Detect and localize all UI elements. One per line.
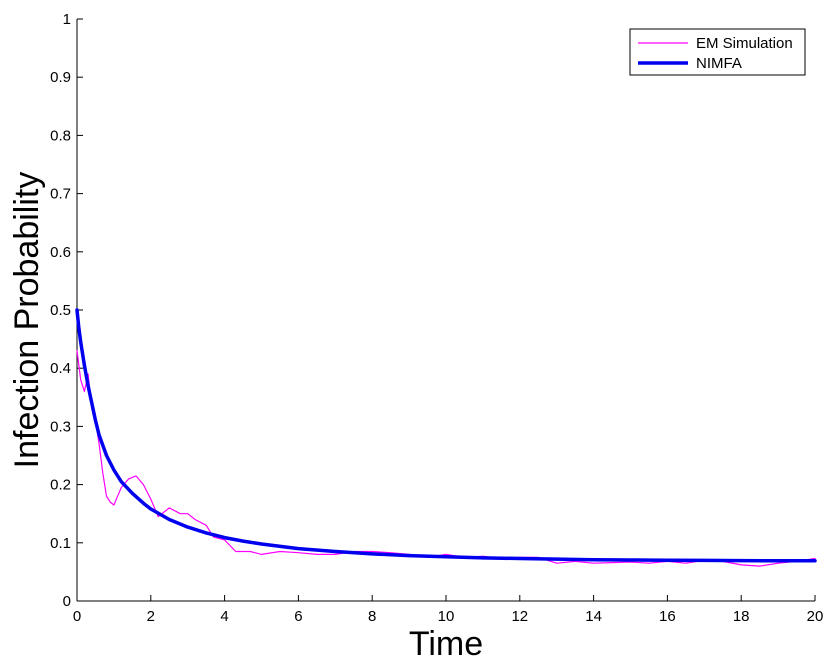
series-line-nimfa [75,308,817,563]
y-tick-label: 0.1 [50,535,71,552]
x-tick-label: 20 [807,608,824,625]
x-tick-label: 4 [220,608,228,625]
y-tick-label: 0.5 [50,302,71,319]
x-tick-label: 10 [438,608,455,625]
x-tick-label: 0 [73,608,81,625]
x-tick-label: 6 [294,608,302,625]
x-tick-label: 8 [368,608,376,625]
y-axis-ticks: 0 0.1 0.2 0.3 0.4 0.5 0.6 0.7 0.8 0.9 1 [50,11,83,610]
y-tick-label: 0.7 [50,186,71,203]
y-tick-label: 0 [63,593,71,610]
y-axis-title: Infection Probability [8,172,46,469]
x-tick-label: 14 [585,608,602,625]
legend: EM Simulation NIMFA [629,28,806,76]
x-axis-title: Time [409,625,483,663]
y-tick-label: 1 [63,11,71,28]
x-tick-label: 16 [659,608,676,625]
y-tick-label: 0.8 [50,127,71,144]
y-tick-label: 0.9 [50,69,71,86]
y-tick-label: 0.2 [50,477,71,494]
x-tick-label: 2 [147,608,155,625]
x-tick-label: 12 [511,608,528,625]
y-tick-label: 0.4 [50,360,71,377]
series-layer [75,308,817,567]
x-tick-label: 18 [733,608,750,625]
legend-label: EM Simulation [696,35,793,52]
legend-label: NIMFA [696,55,742,72]
y-tick-label: 0.3 [50,418,71,435]
y-tick-label: 0.6 [50,244,71,261]
legend-box [629,28,806,76]
series-line-em-simulation [76,350,816,567]
x-axis-ticks: 0 2 4 6 8 10 12 14 16 18 20 [73,595,824,625]
